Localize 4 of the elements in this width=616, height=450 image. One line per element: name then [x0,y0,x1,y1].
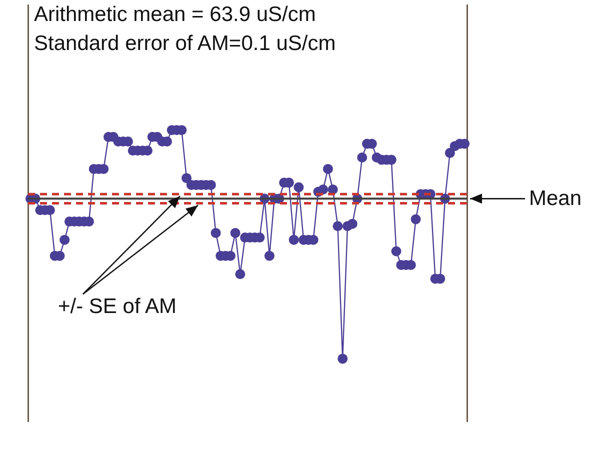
text: Arithmetic mean = 63.9 uS/cm [34,2,316,28]
ref-line-label: +/- SE of AM [58,294,176,320]
text: Standard error of AM=0.1 uS/cm [34,31,336,57]
ref-line-label: Mean [529,186,582,212]
